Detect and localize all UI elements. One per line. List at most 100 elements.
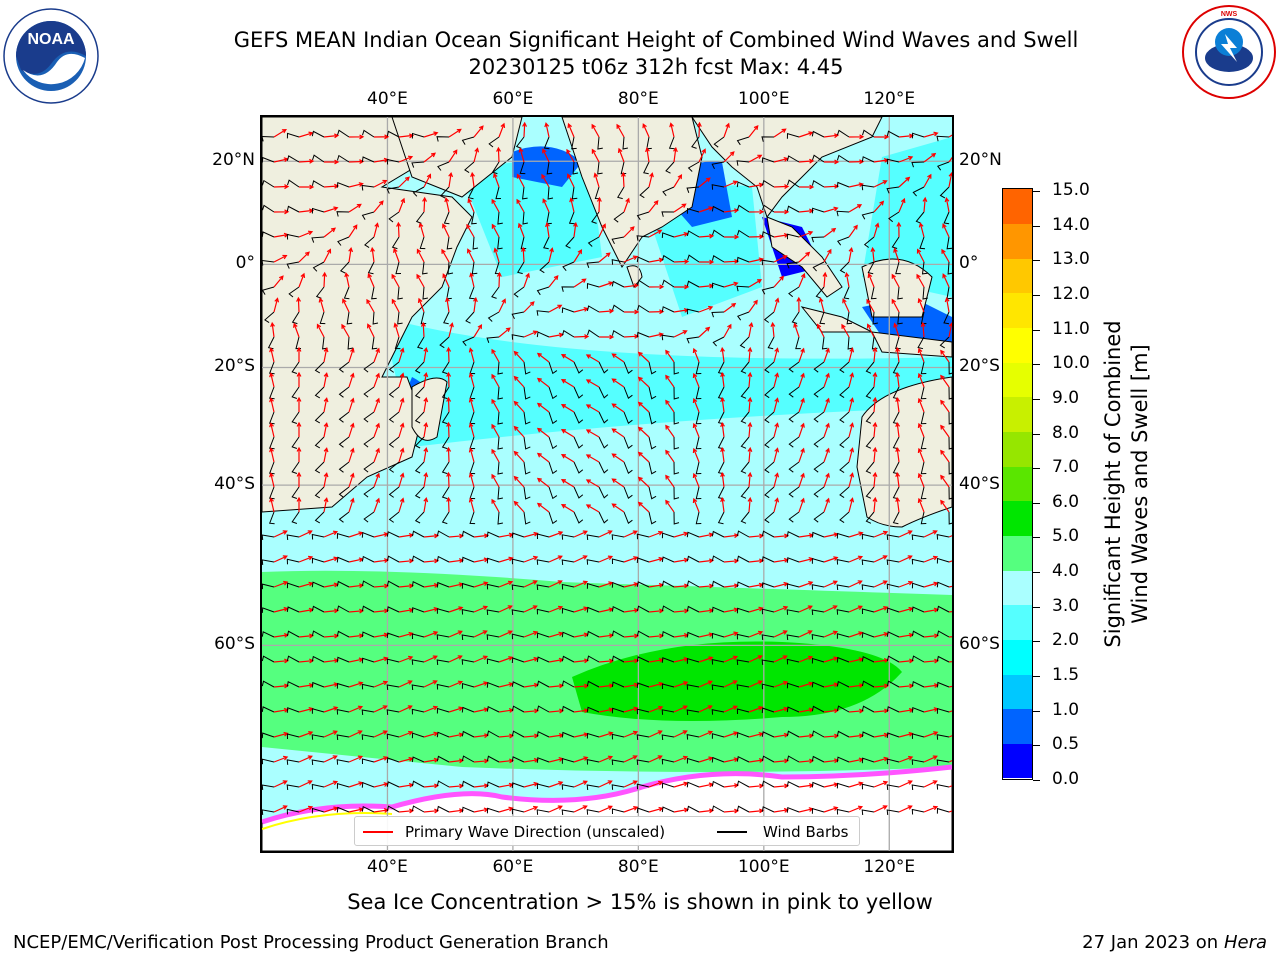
wind-barb xyxy=(861,211,875,220)
wave-direction-arrow xyxy=(536,427,550,438)
wave-direction-arrow xyxy=(269,497,275,513)
wind-barb xyxy=(436,731,450,738)
wind-barb xyxy=(286,132,300,139)
wave-direction-arrow xyxy=(616,123,625,138)
wind-barb xyxy=(611,558,625,565)
wave-direction-arrow xyxy=(773,297,780,313)
wind-barb xyxy=(262,534,275,541)
wave-direction-arrow xyxy=(422,196,428,213)
wave-direction-arrow xyxy=(398,497,405,513)
wind-barb xyxy=(886,655,900,663)
wave-direction-arrow xyxy=(747,446,753,463)
colorbar-segment xyxy=(1003,223,1032,259)
wind-barb xyxy=(611,236,625,245)
wind-barb xyxy=(461,806,475,813)
wave-direction-arrow xyxy=(573,580,589,588)
wind-barb xyxy=(686,757,700,764)
wind-barb xyxy=(911,132,925,139)
wind-barb xyxy=(740,461,750,474)
wind-barb xyxy=(461,683,475,689)
wave-direction-arrow xyxy=(423,655,438,663)
wind-barb xyxy=(836,680,850,688)
wave-direction-arrow xyxy=(898,780,913,788)
wind-barb xyxy=(414,361,425,374)
wave-direction-arrow xyxy=(948,685,952,688)
wave-direction-arrow xyxy=(665,474,675,488)
wave-direction-arrow xyxy=(393,322,400,338)
wave-direction-arrow xyxy=(720,396,725,413)
wind-barb xyxy=(411,805,425,813)
wind-barb xyxy=(536,310,550,316)
wave-direction-arrow xyxy=(498,605,513,613)
wave-direction-arrow xyxy=(273,530,288,538)
wave-direction-arrow xyxy=(423,496,429,513)
wind-barb xyxy=(571,186,578,200)
wave-direction-arrow xyxy=(798,397,805,413)
wind-barb xyxy=(686,709,700,716)
wind-barb xyxy=(497,411,503,425)
wave-direction-arrow xyxy=(648,332,664,338)
wind-barb xyxy=(311,681,325,688)
wind-barb xyxy=(736,755,750,763)
wind-barb xyxy=(613,211,625,223)
wind-barb xyxy=(813,486,825,498)
wave-direction-arrow xyxy=(491,198,500,213)
wave-direction-arrow xyxy=(468,422,475,438)
wind-barb xyxy=(895,336,901,350)
wind-barb xyxy=(311,533,325,540)
wave-direction-arrow xyxy=(323,497,329,513)
wind-barb xyxy=(523,411,531,425)
wave-direction-arrow xyxy=(823,556,839,563)
wind-barb xyxy=(336,533,350,539)
wind-barb xyxy=(311,605,325,613)
wind-barb xyxy=(623,461,633,474)
wave-direction-arrow xyxy=(467,197,475,213)
wind-barb xyxy=(865,511,875,524)
wind-barb xyxy=(371,286,377,300)
map-panel[interactable] xyxy=(260,115,954,853)
wind-barb xyxy=(786,261,800,269)
wind-barb xyxy=(422,261,428,275)
wind-barb xyxy=(486,705,500,713)
wind-barb xyxy=(623,361,633,374)
wind-barb xyxy=(417,336,425,350)
wind-barb xyxy=(497,436,503,450)
wind-barb xyxy=(436,707,450,714)
wave-direction-arrow xyxy=(566,148,575,163)
wave-direction-arrow xyxy=(523,781,539,788)
wind-barb xyxy=(861,632,875,638)
wave-direction-arrow xyxy=(466,223,475,238)
wind-barb xyxy=(523,361,531,375)
wind-barb xyxy=(361,605,375,613)
wave-direction-arrow xyxy=(823,472,830,488)
wave-direction-arrow xyxy=(872,371,878,388)
wind-barb xyxy=(291,311,300,325)
wind-barb xyxy=(786,806,800,813)
wave-direction-arrow xyxy=(567,173,575,188)
wind-barb xyxy=(291,411,300,424)
wind-barb xyxy=(861,184,875,191)
lon-label-top: 80°E xyxy=(617,89,659,109)
wind-barb xyxy=(839,461,850,474)
wind-barb xyxy=(611,280,625,288)
wave-direction-arrow xyxy=(373,134,390,140)
wind-barb xyxy=(912,186,925,197)
wind-barb xyxy=(711,709,725,715)
wave-direction-arrow xyxy=(669,122,675,138)
wave-direction-arrow xyxy=(698,730,714,738)
wind-barb xyxy=(815,286,825,299)
wind-barb xyxy=(523,436,531,450)
wave-direction-arrow xyxy=(673,146,678,163)
wave-direction-arrow xyxy=(569,197,575,213)
wind-barb xyxy=(836,756,850,763)
wind-barb xyxy=(363,511,375,523)
wind-barb xyxy=(262,156,275,163)
wave-direction-arrow xyxy=(523,630,539,638)
wave-direction-arrow xyxy=(941,248,950,263)
wind-barb xyxy=(411,633,425,640)
wind-barb xyxy=(788,286,800,298)
wave-direction-arrow xyxy=(298,230,314,238)
wind-barb xyxy=(886,784,900,790)
colorbar-tick-label: 2.0 xyxy=(1052,630,1080,651)
wind-barb xyxy=(495,186,502,200)
